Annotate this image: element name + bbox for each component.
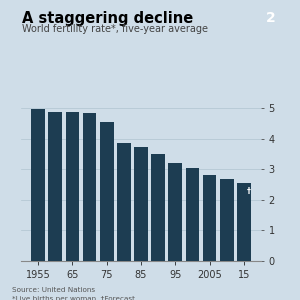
- Bar: [83, 113, 96, 261]
- Bar: [66, 112, 79, 261]
- Bar: [48, 112, 62, 261]
- Bar: [134, 147, 148, 261]
- Text: Source: United Nations: Source: United Nations: [12, 286, 95, 292]
- Bar: [117, 143, 131, 261]
- Bar: [100, 122, 114, 261]
- Bar: [168, 163, 182, 261]
- Text: 2: 2: [266, 11, 276, 25]
- Text: *Live births per woman  †Forecast: *Live births per woman †Forecast: [12, 296, 135, 300]
- Text: †: †: [247, 187, 251, 196]
- Bar: [151, 154, 165, 261]
- Bar: [237, 183, 251, 261]
- Bar: [203, 176, 216, 261]
- Bar: [186, 168, 199, 261]
- Bar: [220, 178, 234, 261]
- Text: World fertility rate*, five-year average: World fertility rate*, five-year average: [22, 24, 208, 34]
- Bar: [31, 110, 45, 261]
- Text: A staggering decline: A staggering decline: [22, 11, 194, 26]
